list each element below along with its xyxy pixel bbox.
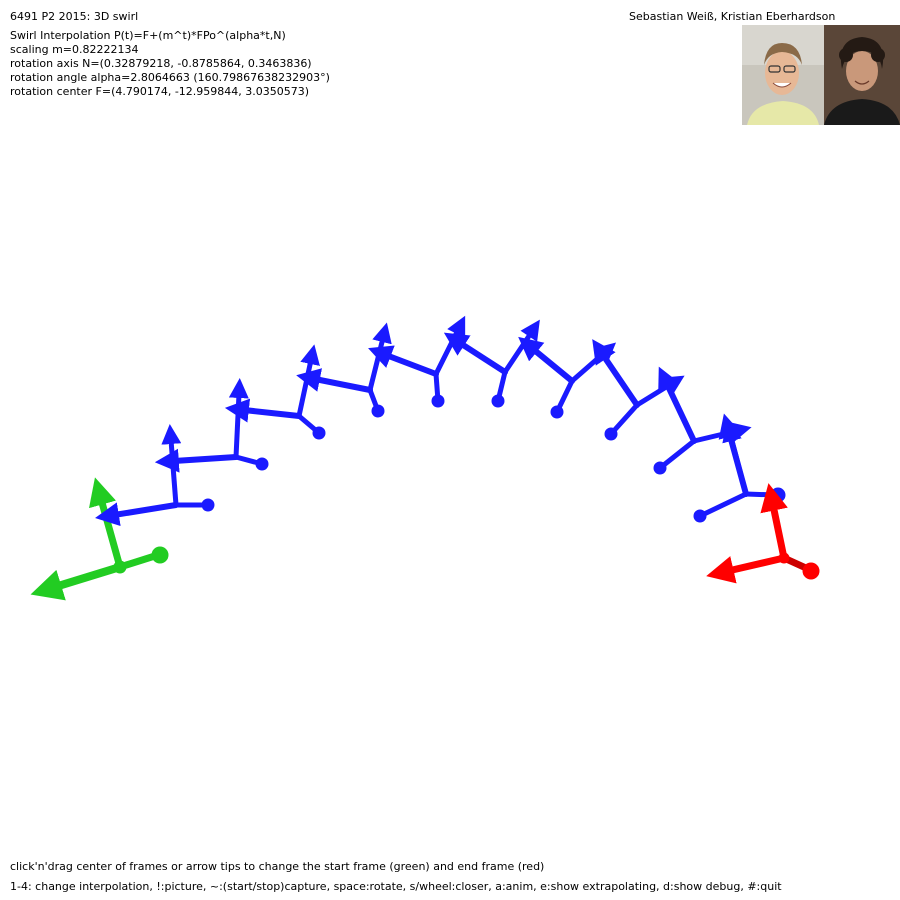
frame-tip xyxy=(431,394,445,408)
frame-axis xyxy=(296,344,320,419)
interpolated-frame xyxy=(368,315,466,408)
author-photo-1 xyxy=(742,25,824,125)
start-frame-center[interactable] xyxy=(113,560,127,574)
frame-axis xyxy=(154,448,239,473)
frame-axis xyxy=(697,491,749,519)
interpolated-frame xyxy=(224,344,326,440)
start-frame-tip[interactable] xyxy=(151,546,169,564)
rotation-angle-text: rotation angle alpha=2.8064663 (160.7986… xyxy=(10,71,330,84)
frame-axis xyxy=(718,413,749,497)
end-frame-tip[interactable] xyxy=(802,562,820,580)
interpolated-frame xyxy=(653,366,752,475)
formula-text: Swirl Interpolation P(t)=F+(m^t)*FPo^(al… xyxy=(10,29,286,42)
authors-label: Sebastian Weiß, Kristian Eberhardson xyxy=(629,10,836,23)
interpolated-frame xyxy=(154,378,269,473)
frame-axis xyxy=(433,315,466,377)
frame-axis xyxy=(224,398,302,423)
frame-tip xyxy=(371,404,385,418)
frame-tip xyxy=(255,457,269,471)
interpolated-frame xyxy=(296,322,392,418)
frame-tip xyxy=(491,394,505,408)
frame-tip xyxy=(550,405,564,419)
frame-axis xyxy=(95,502,179,527)
frame-axis xyxy=(443,332,508,375)
frame-axis xyxy=(228,378,249,460)
end-frame-center[interactable] xyxy=(778,552,790,564)
help-text-keys: 1-4: change interpolation, !:picture, ~:… xyxy=(10,880,782,893)
frame-axis xyxy=(502,319,540,375)
frame-axis xyxy=(367,322,392,393)
frame-axis xyxy=(518,336,575,384)
frame-axis xyxy=(592,339,640,408)
frame-axis xyxy=(569,342,617,384)
app-title: 6491 P2 2015: 3D swirl xyxy=(10,10,139,23)
help-text-drag: click'n'drag center of frames or arrow t… xyxy=(10,860,545,873)
interpolated-frame xyxy=(592,339,685,441)
frame-axis xyxy=(296,368,373,393)
frame-tip xyxy=(604,427,618,441)
interpolated-frame xyxy=(443,319,540,408)
interpolated-frame xyxy=(518,336,617,419)
rotation-center-text: rotation center F=(4.790174, -12.959844,… xyxy=(10,85,310,98)
scaling-text: scaling m=0.82222134 xyxy=(10,43,139,56)
frame-axis xyxy=(658,366,697,444)
frame-tip xyxy=(312,426,326,440)
frame-axis xyxy=(657,438,697,471)
interpolated-frame xyxy=(95,424,215,527)
author-photo-2 xyxy=(824,25,900,125)
frame-tip xyxy=(653,461,667,475)
info-panel: Swirl Interpolation P(t)=F+(m^t)*FPo^(al… xyxy=(10,29,330,99)
interpolated-frame xyxy=(693,413,749,523)
rotation-axis-text: rotation axis N=(0.32879218, -0.8785864,… xyxy=(10,57,312,70)
start-frame[interactable] xyxy=(30,477,169,601)
frame-axis xyxy=(743,491,779,498)
frame-tip xyxy=(693,509,707,523)
frame-tip xyxy=(201,498,215,512)
end-frame[interactable] xyxy=(706,483,820,584)
frame-axis xyxy=(368,345,439,377)
frame-axis xyxy=(161,424,182,508)
interpolated-frames xyxy=(95,315,786,527)
